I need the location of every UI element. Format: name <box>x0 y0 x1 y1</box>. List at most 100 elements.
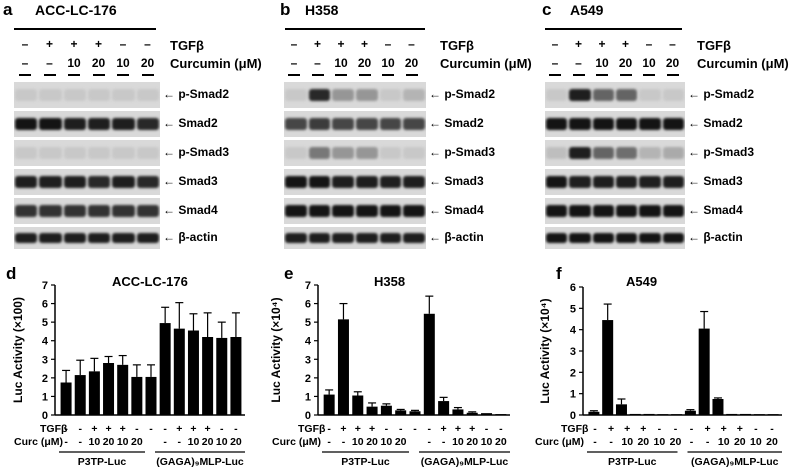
blot-band <box>569 118 591 130</box>
bar <box>88 371 100 415</box>
curc-sign: - <box>609 436 613 448</box>
blot-band <box>63 89 86 101</box>
curc-sign: 10 <box>89 436 101 448</box>
lane-underline <box>68 74 80 76</box>
curc-sign: 20 <box>230 436 242 448</box>
bar <box>366 406 378 415</box>
tgf-sign: - <box>754 423 758 435</box>
blot-band <box>403 233 425 243</box>
tgf-row-label: TGFβ <box>561 423 589 435</box>
tgf-sign: - <box>135 423 139 435</box>
curc-sign: - <box>163 436 167 448</box>
blot-band <box>403 147 425 159</box>
bar <box>159 323 171 415</box>
blot-band <box>616 147 638 159</box>
bar <box>481 413 493 415</box>
blot-band <box>569 176 591 188</box>
y-tick-label: 5 <box>42 317 48 329</box>
blot-band <box>63 205 86 217</box>
bar <box>173 328 185 415</box>
blot-strip-a-3 <box>14 140 160 166</box>
blot-band <box>569 147 591 159</box>
group-label-gaga: (GAGA)₉MLP-Luc <box>421 456 509 468</box>
blot-band <box>88 147 111 159</box>
bar <box>117 364 129 415</box>
panel-label-f: f <box>556 264 562 283</box>
bar <box>230 337 242 415</box>
blot-band <box>308 118 331 130</box>
blot-band <box>112 89 135 101</box>
blot-band <box>403 89 425 101</box>
curc-sign: 10 <box>718 436 730 448</box>
blot-band <box>136 118 159 130</box>
tgf-row-label: TGFβ <box>298 423 326 435</box>
blot-band <box>285 233 307 243</box>
curc-label-b: Curcumin (μM) <box>440 56 532 71</box>
curc-sign: - <box>342 436 346 448</box>
blot-strip-b-6 <box>284 227 426 249</box>
curc-sign: - <box>64 436 68 448</box>
bar <box>466 412 478 415</box>
blot-band <box>39 233 62 243</box>
blot-strip-c-2 <box>545 111 685 137</box>
tgf-sign: – <box>408 37 415 51</box>
blot-band <box>15 89 38 101</box>
group-label-p3tp: P3TP-Luc <box>78 456 127 468</box>
bar <box>495 414 507 415</box>
curc-sign: 10 <box>352 436 364 448</box>
curcumin-sign: 20 <box>357 56 372 70</box>
tgf-sign: + <box>469 423 475 435</box>
tgf-sign: - <box>770 423 774 435</box>
bar <box>753 414 765 415</box>
curc-sign: 10 <box>654 436 666 448</box>
band-label: ← Smad2 <box>429 116 484 130</box>
band-label: ← β-actin <box>429 230 484 244</box>
blot-band <box>332 205 354 217</box>
y-tick-label: 2 <box>42 373 48 385</box>
blot-band <box>356 205 378 217</box>
band-label: ← p-Smad2 <box>163 87 230 101</box>
curc-sign: 10 <box>452 436 464 448</box>
blot-band <box>546 147 568 159</box>
blot-band <box>136 147 159 159</box>
lane-underline <box>117 74 129 76</box>
lane-underline <box>382 74 394 76</box>
blot-strip-a-6 <box>14 227 160 249</box>
curc-sign: - <box>442 436 446 448</box>
bar <box>657 414 669 415</box>
blot-strip-a-2 <box>14 111 160 137</box>
curc-sign: - <box>428 436 432 448</box>
blot-band <box>662 205 684 217</box>
bar <box>352 395 364 415</box>
bar <box>740 413 752 415</box>
blot-band <box>15 118 38 130</box>
blot-band <box>285 89 307 101</box>
blot-band <box>379 176 402 188</box>
blot-band <box>88 176 111 188</box>
y-tick-label: 0 <box>42 410 48 422</box>
lane-underline <box>288 74 300 76</box>
band-label: ← p-Smad3 <box>163 145 230 159</box>
y-tick-label: 5 <box>305 317 311 329</box>
blot-band <box>308 147 331 159</box>
tgf-sign: - <box>78 423 82 435</box>
blot-band <box>592 118 614 130</box>
tgf-row-label: TGFβ <box>40 423 68 435</box>
y-tick-label: 4 <box>305 336 312 348</box>
y-tick-label: 6 <box>305 299 311 311</box>
bar <box>423 313 435 415</box>
blot-band <box>39 147 62 159</box>
curc-sign: 10 <box>621 436 633 448</box>
blot-band <box>332 176 354 188</box>
underline-b <box>285 28 425 30</box>
curc-sign: 20 <box>395 436 407 448</box>
tgf-label-c: TGFβ <box>697 38 731 53</box>
blot-band <box>356 89 378 101</box>
curcumin-sign: 10 <box>116 56 130 70</box>
panel-label-c: c <box>542 0 552 19</box>
band-label: ← Smad3 <box>688 174 743 188</box>
blot-band <box>88 118 111 130</box>
tgf-sign: + <box>120 423 126 435</box>
band-label: ← p-Smad3 <box>429 145 496 159</box>
blot-band <box>308 89 331 101</box>
